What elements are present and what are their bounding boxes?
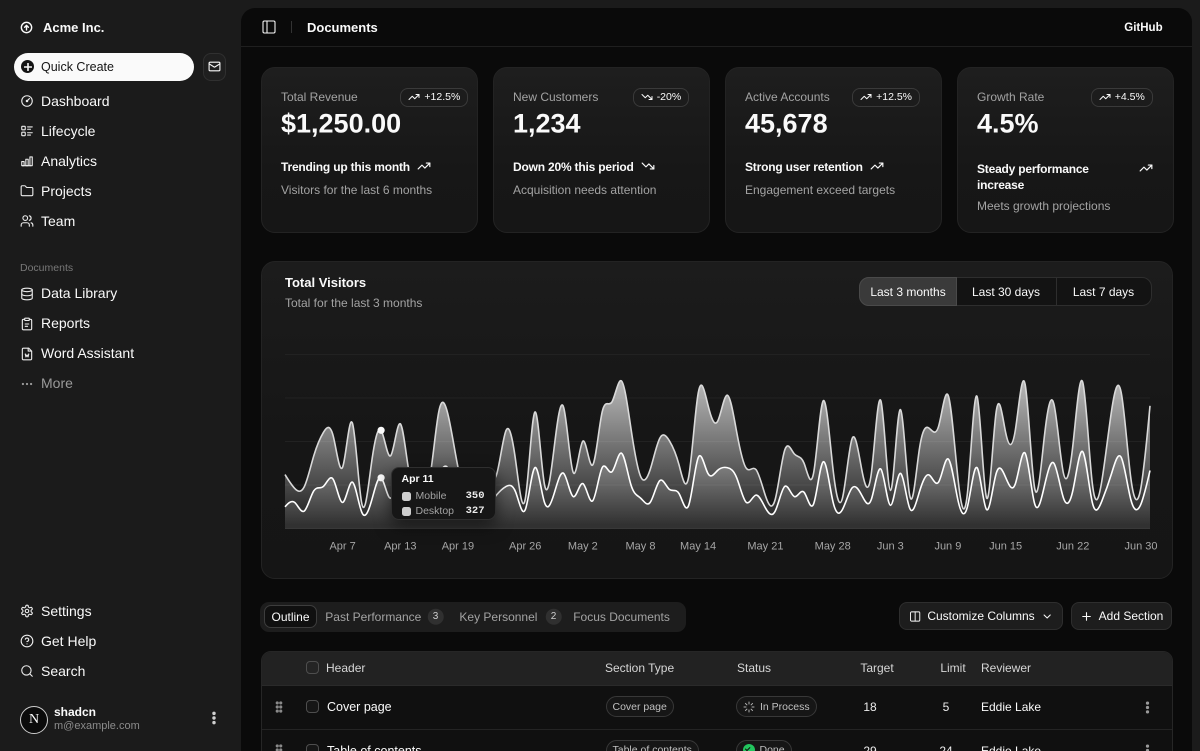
svg-text:Apr 13: Apr 13: [384, 541, 416, 553]
svg-text:May 28: May 28: [815, 541, 851, 553]
svg-text:May 21: May 21: [747, 541, 783, 553]
svg-text:Jun 9: Jun 9: [934, 541, 961, 553]
svg-text:Apr 19: Apr 19: [442, 541, 474, 553]
svg-text:Jun 22: Jun 22: [1056, 541, 1089, 553]
svg-text:Apr 26: Apr 26: [509, 541, 541, 553]
svg-text:May 14: May 14: [680, 541, 716, 553]
svg-text:Jun 3: Jun 3: [877, 541, 904, 553]
svg-text:May 8: May 8: [626, 541, 656, 553]
svg-text:Jun 30: Jun 30: [1124, 541, 1157, 553]
svg-text:Jun 15: Jun 15: [989, 541, 1022, 553]
svg-text:Apr 7: Apr 7: [329, 541, 355, 553]
svg-text:May 2: May 2: [568, 541, 598, 553]
